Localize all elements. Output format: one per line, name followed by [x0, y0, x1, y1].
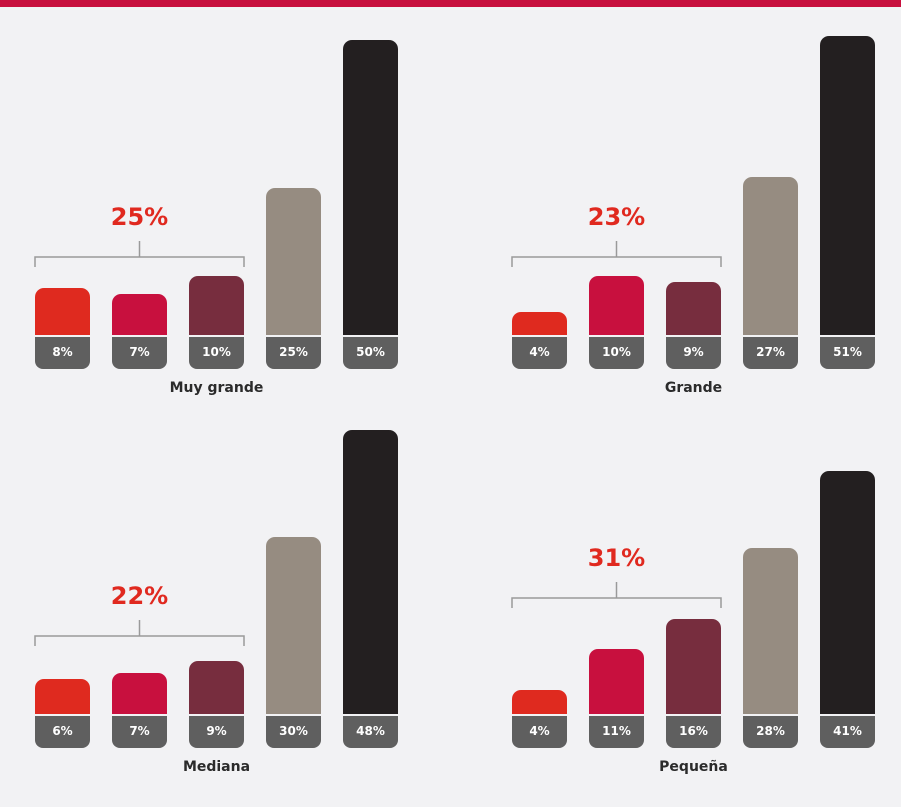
value-label: 8%: [35, 337, 90, 369]
bar: [743, 548, 798, 714]
value-label: 51%: [820, 337, 875, 369]
value-label: 9%: [666, 337, 721, 369]
value-label: 10%: [589, 337, 644, 369]
bar: [589, 276, 644, 335]
bar: [112, 672, 167, 714]
value-label: 28%: [743, 716, 798, 748]
value-label: 7%: [112, 716, 167, 748]
bar: [189, 276, 244, 335]
value-label: 9%: [189, 716, 244, 748]
value-label: 27%: [743, 337, 798, 369]
value-label: 11%: [589, 716, 644, 748]
group-percentage-label: 31%: [587, 544, 646, 572]
group-bracket: [34, 620, 245, 646]
bar: [35, 287, 90, 335]
bar: [189, 660, 244, 714]
chart-title: Grande: [664, 380, 723, 396]
bar: [343, 430, 398, 714]
bar: [512, 311, 567, 335]
group-percentage-label: 25%: [110, 203, 169, 231]
chart-title: Pequeña: [659, 759, 728, 775]
value-label: 50%: [343, 337, 398, 369]
bar: [266, 536, 321, 714]
group-bracket: [34, 241, 245, 267]
bar: [589, 648, 644, 714]
chart-title: Muy grande: [169, 380, 264, 396]
top-accent-bar: [0, 0, 901, 7]
group-bracket: [511, 241, 722, 267]
value-label: 30%: [266, 716, 321, 748]
chart-title: Mediana: [182, 759, 251, 775]
value-label: 6%: [35, 716, 90, 748]
group-percentage-label: 22%: [110, 582, 169, 610]
bar: [666, 619, 721, 714]
value-label: 4%: [512, 337, 567, 369]
bar: [666, 282, 721, 335]
bar: [35, 678, 90, 714]
bar: [512, 690, 567, 714]
bar: [820, 36, 875, 335]
bar: [112, 293, 167, 335]
bar: [743, 176, 798, 335]
group-bracket: [511, 582, 722, 608]
value-label: 10%: [189, 337, 244, 369]
value-label: 25%: [266, 337, 321, 369]
value-label: 48%: [343, 716, 398, 748]
value-label: 4%: [512, 716, 567, 748]
group-percentage-label: 23%: [587, 203, 646, 231]
value-label: 7%: [112, 337, 167, 369]
value-label: 16%: [666, 716, 721, 748]
bar: [820, 471, 875, 714]
bar: [343, 40, 398, 335]
value-label: 41%: [820, 716, 875, 748]
bar: [266, 187, 321, 335]
